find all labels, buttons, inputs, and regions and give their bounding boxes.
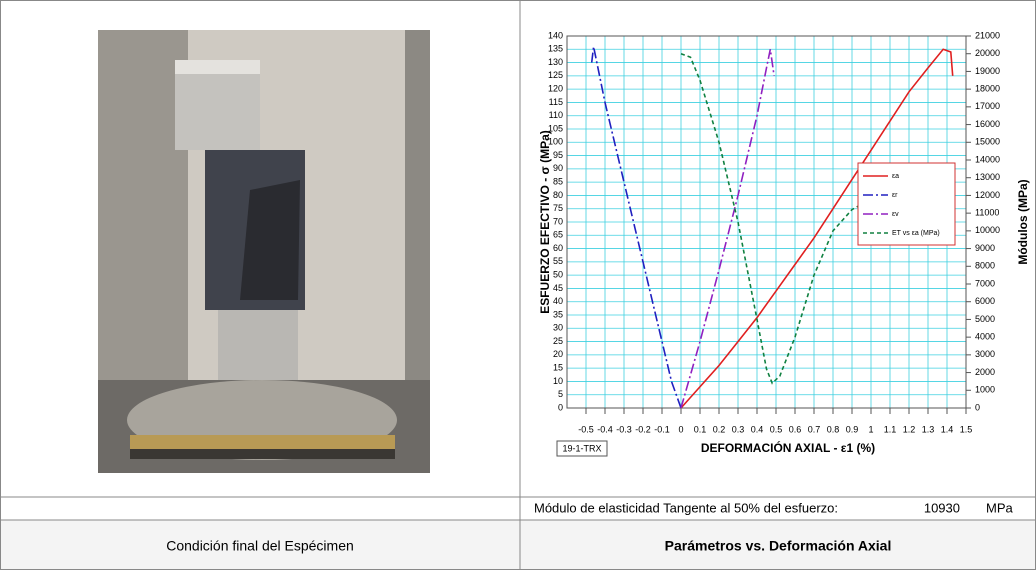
- y2-tick-label: 12000: [975, 190, 1000, 200]
- modulus-label: Módulo de elasticidad Tangente al 50% de…: [534, 500, 838, 515]
- y2-tick-label: 11000: [975, 208, 999, 218]
- y2-tick-label: 20000: [975, 48, 1000, 58]
- x-tick-label: -0.1: [654, 424, 670, 434]
- y-tick-label: 45: [553, 283, 563, 293]
- y-tick-label: 15: [553, 363, 563, 373]
- modulus-value: 10930: [924, 500, 960, 515]
- y-tick-label: 85: [553, 177, 563, 187]
- y2-tick-label: 4000: [975, 332, 995, 342]
- y-tick-label: 120: [548, 84, 563, 94]
- plot-frame: [566, 35, 967, 409]
- y2-axis-label: Módulos (MPa): [1016, 179, 1030, 264]
- y-tick-label: 100: [548, 137, 563, 147]
- x-tick-label: -0.3: [616, 424, 632, 434]
- y-tick-label: 60: [553, 243, 563, 253]
- x-tick-label: 0.3: [732, 424, 745, 434]
- x-tick-label: -0.5: [578, 424, 594, 434]
- y2-tick-label: 18000: [975, 84, 1000, 94]
- caption-row: [1, 520, 1035, 569]
- y-tick-label: 35: [553, 309, 563, 319]
- series-line: [680, 48, 954, 409]
- x-tick-label: 0.2: [713, 424, 726, 434]
- y2-tick-label: 10000: [975, 225, 1000, 235]
- y2-tick-label: 6000: [975, 296, 995, 306]
- sample-tag-box: [556, 440, 608, 457]
- legend-label: εv: [892, 211, 899, 218]
- x-tick-label: 0.9: [846, 424, 859, 434]
- y2-tick-label: 19000: [975, 66, 1000, 76]
- y-tick-label: 140: [548, 30, 563, 40]
- y-tick-label: 70: [553, 216, 563, 226]
- x-tick-label: 1.3: [922, 424, 935, 434]
- x-tick-label: 1.2: [903, 424, 916, 434]
- series-line: [590, 46, 682, 409]
- y-tick-label: 0: [558, 402, 563, 412]
- legend-label: εr: [892, 192, 898, 199]
- x-tick-label: 0.6: [789, 424, 802, 434]
- legend-label: εa: [892, 173, 899, 180]
- y2-tick-label: 9000: [975, 243, 995, 253]
- y2-tick-label: 14000: [975, 154, 1000, 164]
- y2-tick-label: 5000: [975, 314, 995, 324]
- x-tick-label: 0: [678, 424, 683, 434]
- y2-tick-label: 7000: [975, 278, 995, 288]
- x-axis-label: DEFORMACIÓN AXIAL - ε1 (%): [701, 440, 875, 455]
- series-line: [680, 52, 862, 385]
- y-tick-label: 65: [553, 230, 563, 240]
- x-tick-label: 1.5: [960, 424, 973, 434]
- sample-tag: 19-1-TRX: [562, 443, 601, 453]
- legend-label: ET vs εa (MPa): [892, 230, 940, 237]
- y2-tick-label: 1000: [975, 385, 995, 395]
- x-tick-label: 1.4: [941, 424, 954, 434]
- y-tick-label: 90: [553, 163, 563, 173]
- x-tick-label: 0.5: [770, 424, 783, 434]
- x-tick-label: 0.7: [808, 424, 821, 434]
- y-tick-label: 95: [553, 150, 563, 160]
- modulus-unit: MPa: [986, 500, 1014, 515]
- x-tick-label: 0.4: [751, 424, 764, 434]
- y-tick-label: 50: [553, 270, 563, 280]
- y-tick-label: 125: [548, 70, 563, 80]
- specimen-photo: [98, 30, 430, 473]
- y2-tick-label: 16000: [975, 119, 1000, 129]
- y2-tick-label: 8000: [975, 261, 995, 271]
- y-tick-label: 10: [553, 376, 563, 386]
- photo-caption: Condición final del Espécimen: [166, 538, 354, 554]
- y-tick-label: 80: [553, 190, 563, 200]
- x-tick-label: 0.8: [827, 424, 840, 434]
- y-tick-label: 105: [548, 123, 563, 133]
- y-tick-label: 135: [548, 44, 563, 54]
- series-line: [680, 49, 775, 409]
- y2-tick-label: 3000: [975, 349, 995, 359]
- y2-tick-label: 21000: [975, 30, 1000, 40]
- y2-tick-label: 0: [975, 402, 980, 412]
- y-tick-label: 110: [549, 110, 563, 120]
- x-tick-label: -0.4: [597, 424, 613, 434]
- x-tick-label: -0.2: [635, 424, 651, 434]
- y2-tick-label: 15000: [975, 137, 1000, 147]
- y-tick-label: 55: [553, 256, 563, 266]
- y-tick-label: 115: [549, 97, 563, 107]
- y2-tick-label: 17000: [975, 101, 1000, 111]
- y-tick-label: 25: [553, 336, 563, 346]
- y-tick-label: 20: [553, 349, 563, 359]
- x-tick-label: 1.1: [884, 424, 897, 434]
- y-axis-label: ESFUERZO EFECTIVO - σ (MPa): [538, 130, 552, 314]
- y-tick-label: 5: [558, 389, 563, 399]
- x-tick-label: 1: [868, 424, 873, 434]
- chart-caption: Parámetros vs. Deformación Axial: [665, 538, 892, 554]
- y-tick-label: 40: [553, 296, 563, 306]
- y2-tick-label: 2000: [975, 367, 995, 377]
- y-tick-label: 75: [553, 203, 563, 213]
- y-tick-label: 130: [548, 57, 563, 67]
- x-tick-label: 0.1: [694, 424, 707, 434]
- y-tick-label: 30: [553, 323, 563, 333]
- y2-tick-label: 13000: [975, 172, 1000, 182]
